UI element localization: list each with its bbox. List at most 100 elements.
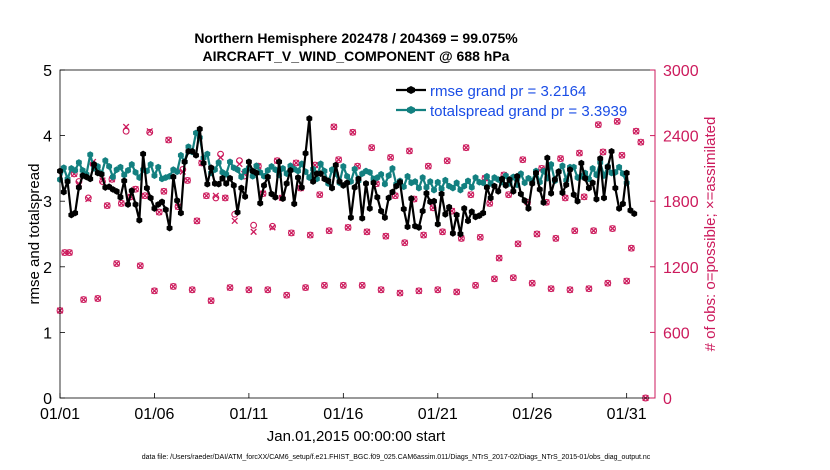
spread-point <box>238 173 245 181</box>
obs-possible-marker <box>165 136 173 144</box>
x-tick-label: 01/11 <box>229 406 268 423</box>
rmse-point <box>438 190 445 198</box>
obs-assimilated-marker <box>193 217 201 225</box>
rmse-point <box>506 176 513 183</box>
spread-point <box>295 167 301 175</box>
rmse-point <box>359 214 366 222</box>
obs-possible-marker <box>637 138 645 146</box>
spread-point <box>442 176 449 184</box>
rmse-point <box>567 166 573 174</box>
obs-assimilated-marker <box>122 123 130 131</box>
rmse-point <box>559 189 566 197</box>
left-tick-label: 0 <box>43 391 52 408</box>
obs-possible-marker <box>443 157 451 165</box>
obs-assimilated-marker <box>477 234 484 241</box>
spread-point <box>389 165 396 172</box>
rmse-point <box>517 190 524 198</box>
spread-point <box>79 166 86 174</box>
obs-possible-marker <box>80 296 88 304</box>
left-tick-label: 2 <box>43 260 52 277</box>
obs-possible-marker <box>250 221 258 229</box>
right-tick-label: 0 <box>663 391 672 408</box>
obs-possible-marker <box>528 279 536 287</box>
obs-assimilated-marker <box>250 228 257 236</box>
x-axis-ticks: 01/01 01/06 01/11 01/16 01/21 01/26 01/31 <box>40 393 647 423</box>
rmse-point <box>351 184 358 191</box>
rmse-point <box>128 187 135 195</box>
obs-count-markers <box>56 117 650 402</box>
obs-assimilated-marker <box>264 286 272 294</box>
chart-title: Northern Hemisphere 202478 / 204369 = 99… <box>194 30 518 46</box>
spread-point <box>366 168 373 176</box>
rmse-point <box>608 147 615 155</box>
spread-point <box>151 172 158 180</box>
rmse-point <box>465 217 471 225</box>
rmse-point <box>453 211 460 219</box>
obs-assimilated-marker <box>368 144 375 151</box>
rmse-point <box>223 180 230 187</box>
rmse-point <box>181 158 188 166</box>
rmse-point <box>177 209 184 217</box>
rmse-point <box>230 182 237 189</box>
rmse-point <box>597 155 604 162</box>
rmse-point <box>234 208 241 216</box>
rmse-point <box>582 174 589 182</box>
obs-assimilated-marker <box>325 227 333 234</box>
rmse-point <box>491 182 498 190</box>
obs-possible-marker <box>472 281 480 289</box>
spread-point <box>427 178 434 185</box>
obs-assimilated-marker <box>288 229 295 237</box>
rmse-point <box>238 184 245 192</box>
spread-point <box>559 162 566 170</box>
rmse-point <box>389 188 396 196</box>
obs-assimilated-marker <box>160 188 168 195</box>
spread-point <box>438 185 445 193</box>
obs-possible-marker <box>604 279 612 287</box>
rmse-point <box>287 166 294 174</box>
obs-possible-marker <box>476 233 484 241</box>
spread-point <box>121 171 128 179</box>
obs-possible-marker <box>344 223 352 231</box>
obs-possible-marker <box>160 187 168 195</box>
spread-point <box>453 179 460 187</box>
rmse-point <box>536 185 543 193</box>
obs-possible-marker <box>320 281 328 289</box>
obs-possible-marker <box>65 249 73 257</box>
rmse-point <box>480 209 487 217</box>
obs-assimilated-marker <box>599 148 607 156</box>
legend-spread-marker <box>407 106 415 114</box>
spread-point <box>423 184 430 191</box>
rmse-point <box>397 178 403 186</box>
spread-point <box>480 179 487 187</box>
rmse-point <box>612 184 619 192</box>
spread-point <box>415 184 422 192</box>
rmse-point <box>385 194 392 202</box>
obs-possible-marker <box>490 275 498 283</box>
spread-point <box>215 159 222 166</box>
obs-possible-marker <box>339 281 347 289</box>
rmse-point <box>525 205 532 212</box>
obs-assimilated-marker <box>453 288 460 296</box>
obs-assimilated-marker <box>613 118 621 125</box>
rmse-point <box>529 180 536 187</box>
spread-point <box>227 158 233 166</box>
rmse-point <box>227 174 233 182</box>
obs-possible-marker <box>306 231 314 239</box>
spread-point <box>87 151 94 159</box>
obs-possible-marker <box>316 191 324 199</box>
rmse-point <box>291 200 298 208</box>
left-tick-label: 4 <box>43 129 52 146</box>
obs-assimilated-marker <box>415 287 423 295</box>
obs-assimilated-marker <box>387 154 394 161</box>
y-axis-label-left: rmse and totalspread <box>26 164 43 305</box>
rmse-point <box>140 150 147 158</box>
obs-possible-marker <box>557 155 565 163</box>
obs-possible-marker <box>184 176 191 184</box>
obs-assimilated-marker <box>618 152 626 159</box>
rmse-point <box>442 210 449 218</box>
obs-possible-marker <box>302 284 310 292</box>
rmse-point <box>446 203 453 211</box>
obs-assimilated-marker <box>141 192 149 199</box>
rmse-point <box>147 194 154 202</box>
